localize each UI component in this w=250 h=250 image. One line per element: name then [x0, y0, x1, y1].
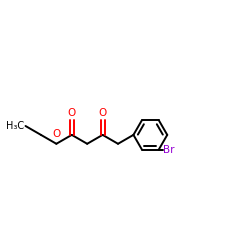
Text: O: O: [98, 108, 107, 118]
Text: H₃C: H₃C: [6, 121, 24, 131]
Text: Br: Br: [163, 144, 174, 154]
Text: O: O: [52, 129, 60, 139]
Text: O: O: [68, 108, 76, 118]
